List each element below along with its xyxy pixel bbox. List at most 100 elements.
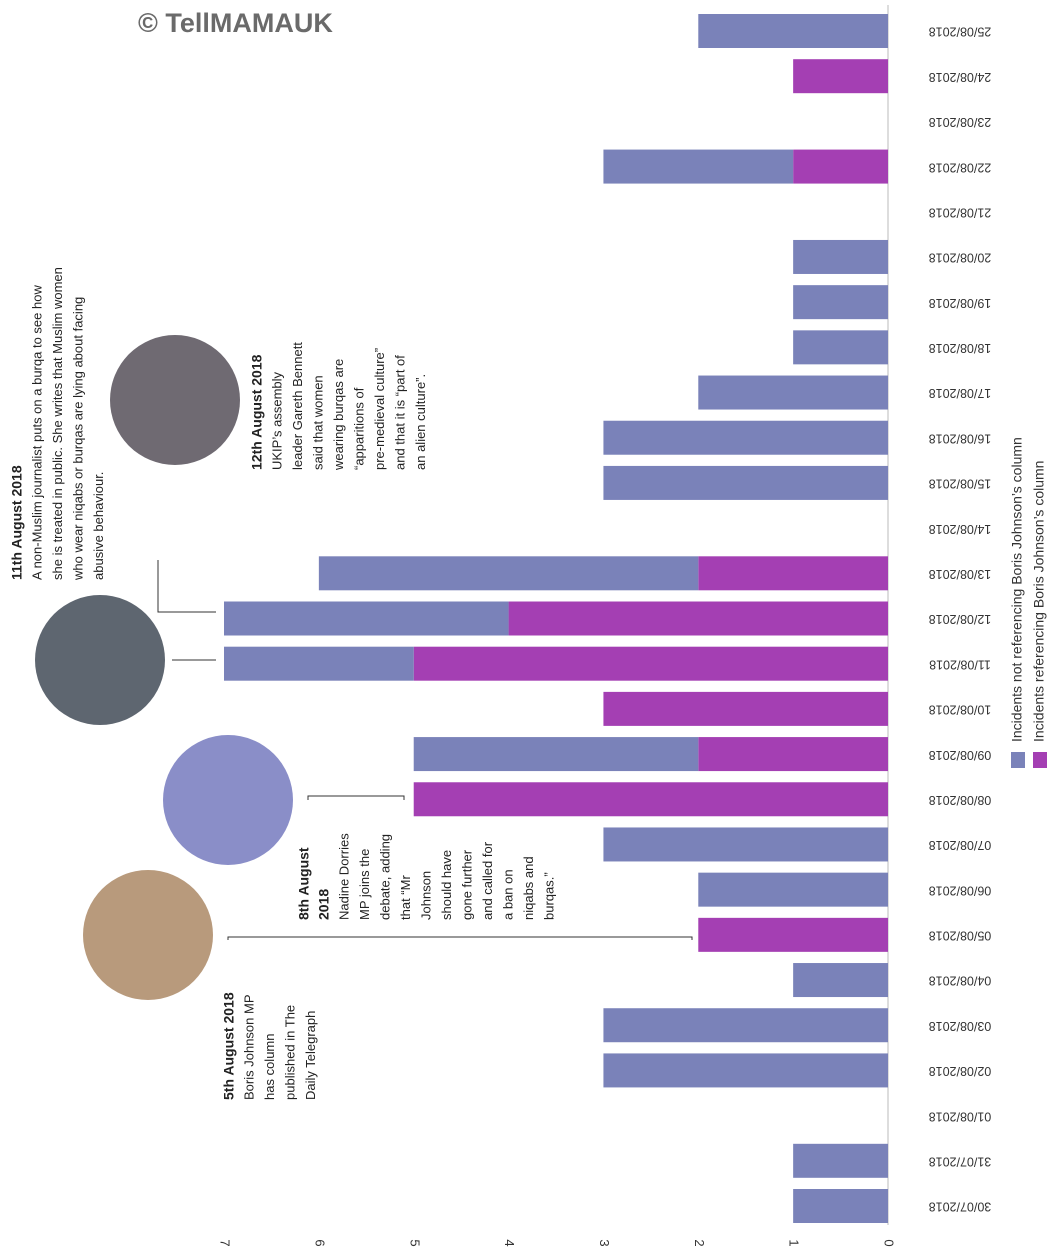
bar-segment [698, 737, 888, 772]
bar-segment [603, 1008, 888, 1043]
x-tick-label: 1 [787, 1239, 802, 1246]
category-label: 01/08/2018 [929, 1109, 992, 1123]
annotation-text: Boris Johnson MP [241, 995, 256, 1101]
category-label: 30/07/2018 [929, 1200, 992, 1214]
category-label: 20/08/2018 [929, 251, 992, 265]
bar-segment [793, 59, 888, 94]
photo [35, 595, 165, 725]
annotation-text: published in The [282, 1005, 297, 1100]
bar-segment [793, 1143, 888, 1178]
annotation-text: said that women [310, 375, 325, 470]
annotation-text: that “Mr [398, 875, 413, 920]
bar-segment [698, 14, 888, 48]
annotation-text: who wear niqabs or burqas are lying abou… [70, 297, 85, 581]
x-tick-label: 3 [597, 1239, 612, 1246]
category-label: 06/08/2018 [929, 883, 992, 897]
credit: © TellMAMAUK [138, 8, 333, 38]
annotation-title: 11th August 2018 [9, 465, 25, 580]
category-label: 13/08/2018 [929, 567, 992, 581]
annotation-text: “apparitions of [351, 387, 366, 470]
annotation-text: Johnson [418, 871, 433, 920]
legend-swatch [1033, 752, 1047, 768]
annotation-text: A non-Muslim journalist puts on a burqa … [29, 285, 44, 580]
category-label: 05/08/2018 [929, 929, 992, 943]
category-label: 14/08/2018 [929, 522, 992, 536]
bar-segment [793, 1189, 888, 1223]
annotation-text: Nadine Dorries [336, 833, 351, 920]
category-label: 10/08/2018 [929, 703, 992, 717]
bar-segment [698, 872, 888, 907]
category-label: 02/08/2018 [929, 1064, 992, 1078]
bar-segment [224, 601, 509, 636]
category-label: 18/08/2018 [929, 341, 992, 355]
connector [227, 936, 693, 940]
annotation-text: niqabs and [521, 856, 536, 920]
bar-segment [603, 420, 888, 455]
bar-segment [698, 917, 888, 952]
annotation-text: leader Gareth Bennett [290, 342, 305, 470]
category-label: 16/08/2018 [929, 431, 992, 445]
bar-segment [603, 827, 888, 862]
legend-swatch [1011, 752, 1025, 768]
photo [163, 735, 293, 865]
category-label: 09/08/2018 [929, 748, 992, 762]
bar-segment [603, 1053, 888, 1088]
category-label: 17/08/2018 [929, 386, 992, 400]
annotation-text: has column [262, 1034, 277, 1100]
bar-segment [603, 149, 794, 184]
bar-segment [603, 691, 888, 726]
category-label: 24/08/2018 [929, 70, 992, 84]
category-label: 15/08/2018 [929, 477, 992, 491]
bar-segment [793, 285, 888, 320]
annotation-text: Daily Telegraph [303, 1011, 318, 1100]
bar-segment [508, 601, 888, 636]
annotation-text: an alien culture”. [413, 374, 428, 470]
category-label: 25/08/2018 [929, 25, 992, 39]
x-tick-label: 6 [312, 1239, 327, 1246]
x-tick-label: 0 [882, 1239, 897, 1246]
annotation-text: abusive behaviour. [91, 472, 106, 580]
x-tick-label: 4 [502, 1239, 517, 1246]
annotation-title: 5th August 2018 [221, 992, 237, 1100]
bar-segment [318, 556, 699, 591]
category-label: 21/08/2018 [929, 205, 992, 219]
annotation-text: MP joins the [357, 849, 372, 920]
bar-segment [793, 963, 888, 998]
category-label: 03/08/2018 [929, 1019, 992, 1033]
annotation-text: she is treated in public. She writes tha… [50, 267, 65, 580]
x-tick-label: 2 [692, 1239, 707, 1246]
connector [157, 560, 216, 613]
annotation-text: debate, adding [377, 834, 392, 920]
category-label: 22/08/2018 [929, 160, 992, 174]
annotation-text: wearing burqas are [331, 359, 346, 471]
category-label: 31/07/2018 [929, 1155, 992, 1169]
category-label: 04/08/2018 [929, 974, 992, 988]
legend-label: Incidents referencing Boris Johnson’s co… [1031, 461, 1047, 742]
annotation-text: should have [439, 850, 454, 920]
bar-segment [413, 782, 888, 817]
x-tick-label: 7 [218, 1239, 233, 1246]
x-tick-label: 5 [407, 1239, 422, 1246]
bar-segment [793, 239, 888, 274]
annotation-text: a ban on [500, 869, 515, 920]
annotation-title: 12th August 2018 [249, 354, 265, 470]
annotation-text: gone further [459, 849, 474, 920]
category-label: 08/08/2018 [929, 793, 992, 807]
bar-segment [793, 330, 888, 365]
category-label: 12/08/2018 [929, 612, 992, 626]
connector [307, 795, 405, 800]
category-label: 19/08/2018 [929, 296, 992, 310]
bar-segment [224, 646, 414, 681]
category-label: 11/08/2018 [929, 657, 991, 671]
bar-segment [698, 375, 888, 410]
annotation-text: pre-medieval culture” [372, 348, 387, 470]
annotation-title: 8th August [296, 847, 312, 920]
annotation-text: and that it is “part of [392, 355, 407, 470]
photo [110, 335, 240, 465]
annotation-title: 2018 [316, 889, 332, 920]
bar-segment [413, 737, 699, 772]
bar-segment [603, 465, 888, 500]
bar-segment [413, 646, 888, 681]
category-label: 07/08/2018 [929, 838, 992, 852]
